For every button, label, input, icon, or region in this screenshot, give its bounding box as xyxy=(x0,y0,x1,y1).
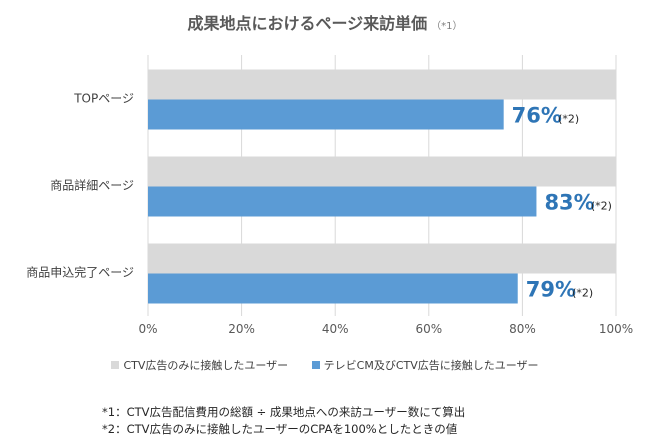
bar-ctv-only xyxy=(148,243,616,274)
x-tick-label: 20% xyxy=(228,322,255,336)
chart-title-note: （*1） xyxy=(431,21,463,32)
legend-item-ctv-only: CTV広告のみに接触したユーザー xyxy=(111,357,288,373)
legend: CTV広告のみに接触したユーザー テレビCM及びCTV広告に接触したユーザー xyxy=(0,357,650,373)
data-label: 79% xyxy=(526,278,576,302)
legend-swatch-tvcm-ctv xyxy=(311,361,320,369)
category-label: 商品詳細ページ xyxy=(50,178,134,193)
legend-label-ctv-only: CTV広告のみに接触したユーザー xyxy=(123,359,289,372)
bar-tvcm-ctv xyxy=(148,186,537,217)
data-label-note: (*2) xyxy=(558,113,579,126)
footnote-1: *1：CTV広告配信費用の総額 ÷ 成果地点への来訪ユーザー数にて算出 xyxy=(102,405,466,419)
footnotes: *1：CTV広告配信費用の総額 ÷ 成果地点への来訪ユーザー数にて算出 *2：C… xyxy=(102,404,465,438)
bar-tvcm-ctv xyxy=(148,99,504,130)
legend-label-tvcm-ctv: テレビCM及びCTV広告に接触したユーザー xyxy=(323,359,539,372)
category-label: 商品申込完了ページ xyxy=(26,265,134,280)
chart-title-text: 成果地点におけるページ来訪単価 xyxy=(187,14,428,33)
x-tick-label: 60% xyxy=(415,322,442,336)
bar-ctv-only xyxy=(148,69,616,100)
category-label: TOPページ xyxy=(73,92,134,106)
bar-tvcm-ctv xyxy=(148,273,518,304)
legend-item-tvcm-ctv: テレビCM及びCTV広告に接触したユーザー xyxy=(311,357,539,373)
bar-ctv-only xyxy=(148,156,616,187)
chart-title: 成果地点におけるページ来訪単価 （*1） xyxy=(0,10,650,34)
x-tick-label: 80% xyxy=(509,322,536,336)
x-tick-label: 40% xyxy=(322,322,349,336)
data-label-note: (*2) xyxy=(572,287,593,300)
footnote-2: *2：CTV広告のみに接触したユーザーのCPAを100%としたときの値 xyxy=(102,422,458,436)
legend-swatch-ctv-only xyxy=(111,361,120,369)
x-tick-label: 100% xyxy=(599,322,633,336)
x-tick-label: 0% xyxy=(138,322,157,336)
data-label: 76% xyxy=(512,104,562,128)
data-label: 83% xyxy=(544,191,594,215)
data-label-note: (*2) xyxy=(591,200,612,213)
